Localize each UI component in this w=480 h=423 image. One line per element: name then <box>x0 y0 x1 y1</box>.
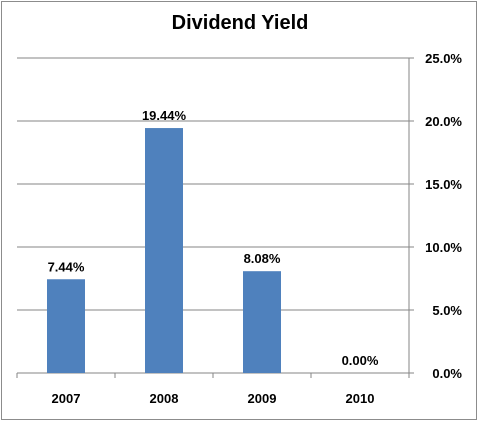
y-tick-label: 20.0% <box>425 114 462 129</box>
y-tick-label: 0.0% <box>432 366 462 381</box>
bar-2008 <box>145 128 183 373</box>
bar-2009 <box>243 271 281 373</box>
bar-2007 <box>47 279 85 373</box>
data-label-2009: 8.08% <box>244 251 281 266</box>
y-tick-label: 10.0% <box>425 240 462 255</box>
x-tick-label-2007: 2007 <box>52 391 81 406</box>
chart-title: Dividend Yield <box>171 12 309 34</box>
x-tick-label-2009: 2009 <box>248 391 277 406</box>
data-label-2007: 7.44% <box>48 259 85 274</box>
data-label-2010: 0.00% <box>342 353 379 368</box>
data-label-2008: 19.44% <box>142 108 187 123</box>
x-tick-label-2010: 2010 <box>346 391 375 406</box>
x-tick-label-2008: 2008 <box>150 391 179 406</box>
y-tick-label: 25.0% <box>425 51 462 66</box>
y-tick-label: 5.0% <box>432 303 462 318</box>
y-tick-label: 15.0% <box>425 177 462 192</box>
